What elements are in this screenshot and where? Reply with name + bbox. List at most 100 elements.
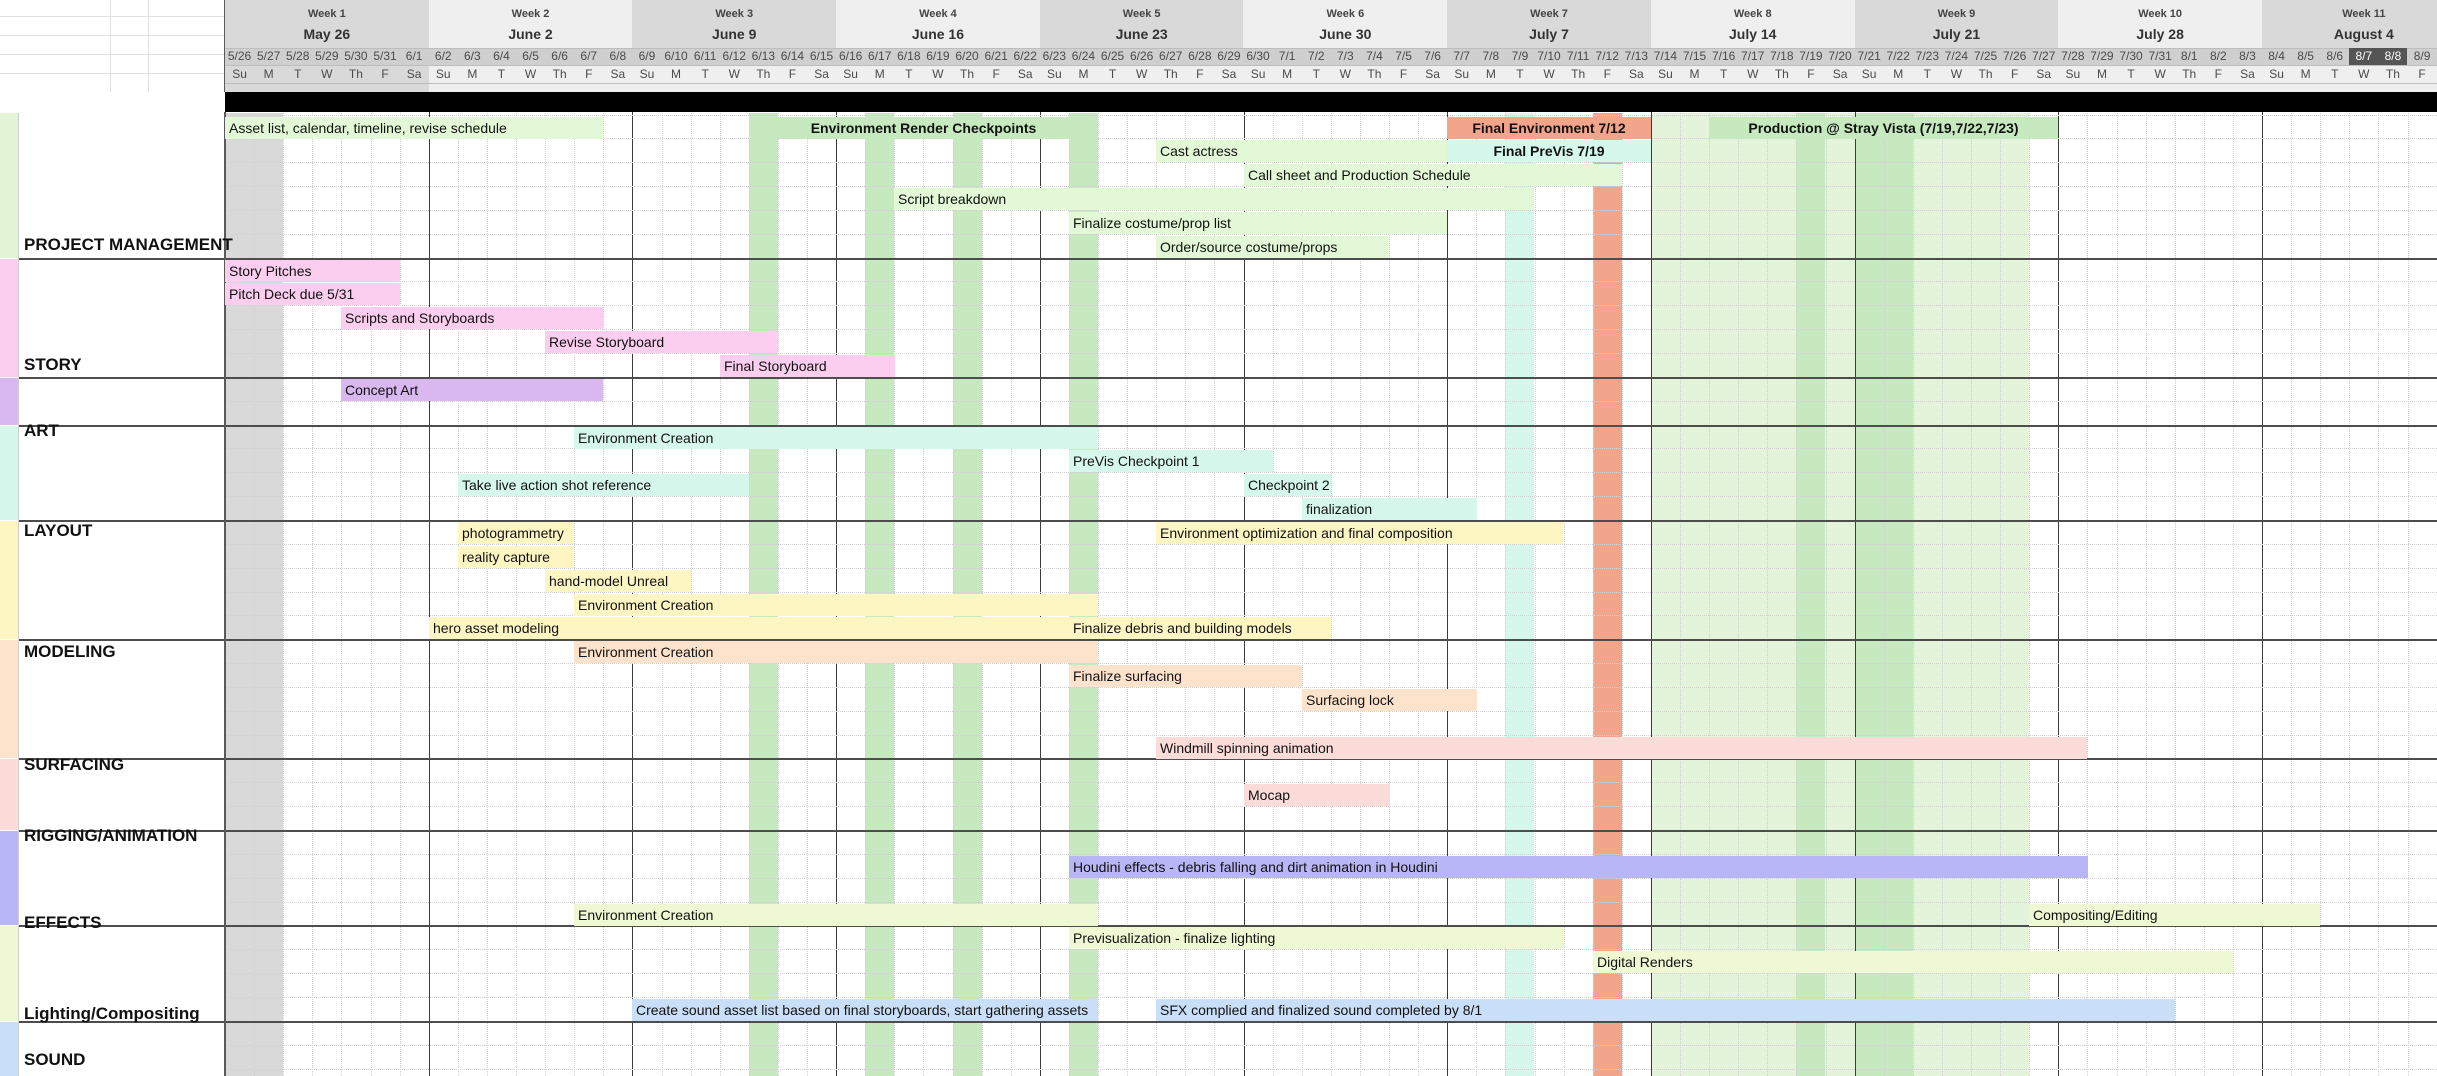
day-of-week: Su	[843, 67, 858, 81]
header-row-line	[225, 48, 2437, 49]
day-of-week: T	[905, 67, 913, 81]
task-bar[interactable]: Digital Renders	[1593, 951, 2233, 973]
day-date: 6/18	[897, 49, 921, 63]
department-label: Lighting/Compositing	[24, 1004, 200, 1023]
day-date: 7/17	[1741, 49, 1765, 63]
task-bar[interactable]: Concept Art	[341, 379, 603, 401]
grid-row-line	[225, 401, 2437, 403]
grid-row-line	[225, 186, 2437, 188]
day-of-week: Sa	[2036, 67, 2052, 81]
day-date: 8/3	[2239, 49, 2256, 63]
day-of-week: Th	[2182, 67, 2197, 81]
week-date: May 26	[303, 26, 351, 42]
task-bar[interactable]: Environment Creation	[574, 904, 1098, 926]
day-date: 7/11	[1566, 49, 1590, 63]
task-bar[interactable]: Environment Render Checkpoints	[749, 117, 1098, 139]
department-label: SURFACING	[24, 755, 125, 774]
day-of-week: Th	[1774, 67, 1789, 81]
day-of-week: M	[1282, 67, 1293, 81]
header-left-row-line	[0, 16, 224, 17]
day-date: 6/6	[551, 49, 568, 63]
task-bar[interactable]: Compositing/Editing	[2029, 904, 2320, 926]
task-bar[interactable]: photogrammetry	[458, 522, 574, 544]
task-bar[interactable]: Windmill spinning animation	[1156, 737, 2087, 759]
current-day-highlight	[2349, 48, 2408, 65]
task-bar[interactable]: Environment optimization and final compo…	[1156, 522, 1563, 544]
day-date: 6/26	[1129, 49, 1154, 63]
day-of-week: F	[2214, 67, 2223, 81]
task-bar[interactable]: Create sound asset list based on final s…	[632, 999, 1098, 1021]
task-bar[interactable]: Production @ Stray Vista (7/19,7/22,7/23…	[1709, 117, 2058, 139]
day-of-week: M	[2096, 67, 2107, 81]
day-date: 7/2	[1307, 49, 1325, 63]
grid-row-line	[225, 472, 2437, 474]
day-of-week: Su	[2065, 67, 2081, 81]
week-date: August 4	[2333, 26, 2394, 42]
task-bar[interactable]: Environment Creation	[574, 594, 1098, 616]
department-label: MODELING	[24, 642, 116, 661]
day-date: 7/27	[2032, 49, 2056, 63]
day-date: 7/16	[1711, 49, 1736, 63]
task-bar[interactable]: SFX complied and finalized sound complet…	[1156, 999, 2175, 1021]
task-bar[interactable]: Final PreVis 7/19	[1447, 140, 1651, 162]
task-bar[interactable]: Finalize surfacing	[1069, 665, 1302, 687]
task-bar[interactable]: hand-model Unreal	[545, 570, 691, 592]
day-of-week: F	[1603, 67, 1611, 81]
grid-row-line	[225, 878, 2437, 880]
task-bar[interactable]: Take live action shot reference	[458, 474, 749, 496]
department-label: STORY	[24, 355, 82, 374]
day-of-week: Th	[960, 67, 975, 81]
task-bar[interactable]: Finalize debris and building models	[1069, 617, 1331, 639]
task-bar[interactable]: Pitch Deck due 5/31	[225, 283, 400, 305]
grid-row-line	[225, 448, 2437, 450]
day-of-week: F	[1807, 67, 1815, 81]
day-of-week: Th	[552, 67, 567, 81]
day-of-week: T	[294, 67, 302, 81]
day-date: 7/13	[1624, 49, 1649, 63]
department-color-strip	[0, 926, 18, 1021]
day-date: 7/15	[1682, 49, 1707, 63]
task-bar[interactable]: Cast actress	[1156, 140, 1505, 162]
task-bar[interactable]: Finalize costume/prop list	[1069, 212, 1447, 234]
day-date: 6/13	[751, 49, 776, 63]
day-of-week: F	[1399, 67, 1408, 81]
header-row-line	[225, 65, 2437, 66]
task-bar[interactable]: Revise Storyboard	[545, 331, 778, 353]
task-bar[interactable]: hero asset modeling	[429, 617, 1098, 639]
day-of-week: T	[2331, 67, 2339, 81]
department-separator	[18, 258, 2437, 260]
task-bar[interactable]: PreVis Checkpoint 1	[1069, 450, 1273, 472]
day-of-week: Su	[1861, 67, 1877, 81]
day-of-week: W	[1543, 67, 1555, 81]
day-date: 7/8	[1482, 49, 1500, 63]
task-bar[interactable]: Previsualization - finalize lighting	[1069, 927, 1564, 949]
task-bar[interactable]: Script breakdown	[894, 188, 1534, 210]
day-of-week: T	[1108, 67, 1117, 81]
task-bar[interactable]: reality capture	[458, 546, 574, 568]
day-date: 7/4	[1366, 49, 1383, 63]
production-shoot-column	[1854, 113, 1884, 1076]
day-of-week: W	[321, 67, 333, 81]
task-bar[interactable]: Scripts and Storyboards	[341, 307, 603, 329]
task-bar[interactable]: Asset list, calendar, timeline, revise s…	[225, 117, 603, 139]
task-bar[interactable]: Story Pitches	[225, 260, 400, 282]
grid-row-line	[225, 782, 2437, 784]
department-separator	[18, 520, 2437, 522]
task-bar[interactable]: Environment Creation	[574, 427, 1098, 449]
task-bar[interactable]: finalization	[1302, 498, 1477, 520]
task-bar[interactable]: Mocap	[1244, 784, 1390, 806]
days-row-shade	[225, 48, 2437, 65]
day-date: 7/14	[1653, 49, 1678, 63]
department-separator	[18, 639, 2437, 641]
task-bar[interactable]: Surfacing lock	[1302, 689, 1477, 711]
task-bar[interactable]: Call sheet and Production Schedule	[1244, 164, 1622, 186]
day-of-week: Sa	[1425, 67, 1440, 81]
task-bar[interactable]: Houdini effects - debris falling and dir…	[1069, 856, 2088, 878]
task-bar[interactable]: Order/source costume/props	[1156, 236, 1389, 258]
task-bar[interactable]: Final Storyboard	[720, 355, 895, 377]
task-bar[interactable]: Checkpoint 2	[1244, 474, 1331, 496]
task-bar[interactable]: Final Environment 7/12	[1447, 117, 1651, 139]
day-date: 7/23	[1915, 49, 1940, 63]
task-bar[interactable]: Environment Creation	[574, 641, 1098, 663]
department-label: RIGGING/ANIMATION	[24, 826, 198, 845]
